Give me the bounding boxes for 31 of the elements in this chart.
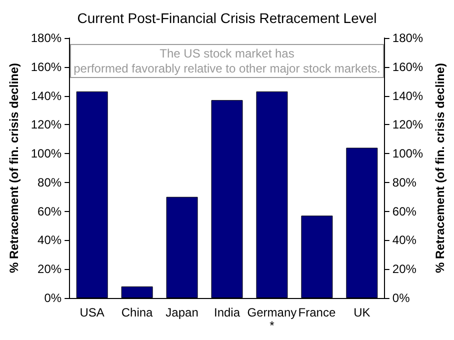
y2-tick-label: 0% xyxy=(392,291,410,305)
y2-tick-label: 100% xyxy=(392,146,424,161)
y-tick-label: 40% xyxy=(38,233,62,248)
y-tick-label: 80% xyxy=(38,175,62,190)
x-tick-label: France xyxy=(298,306,336,320)
x-tick-label: India xyxy=(214,306,240,320)
x-tick-label: UK xyxy=(354,306,370,320)
y2-tick-label: 180% xyxy=(392,31,424,45)
x-tick-label: China xyxy=(121,306,154,320)
y2-tick-label: 40% xyxy=(392,233,417,248)
y2-tick-label: 60% xyxy=(392,204,417,218)
x-tick-label: Germany * xyxy=(247,306,297,332)
y2-tick-label: 160% xyxy=(392,60,424,74)
y-tick-label: 100% xyxy=(30,146,62,161)
y2-tick-label: 80% xyxy=(392,175,417,190)
x-tick-label: Japan xyxy=(166,306,198,320)
y2-tick-label: 120% xyxy=(392,118,424,132)
y-tick-label: 140% xyxy=(30,88,62,103)
chart-title: Current Post-Financial Crisis Retracement Level xyxy=(77,10,377,26)
y-tick-label: 0% xyxy=(44,291,62,305)
y-axis-title: % Retracement (of fin. crisis decline) xyxy=(7,62,21,274)
y2-tick-label: 20% xyxy=(392,262,417,276)
y2-tick-label: 140% xyxy=(392,88,424,103)
y-tick-label: 180% xyxy=(30,31,62,45)
x-tick-label: USA xyxy=(80,306,104,320)
y-tick-label: 60% xyxy=(38,204,62,218)
y-tick-label: 120% xyxy=(30,118,62,132)
annotation: The US stock market has performed favorably relative to other major stock markets. xyxy=(74,46,380,76)
y-tick-label: 160% xyxy=(30,60,62,74)
y2-axis-title: % Retracement (of fin. crisis decline) xyxy=(433,62,447,274)
y-tick-label: 20% xyxy=(38,262,62,276)
